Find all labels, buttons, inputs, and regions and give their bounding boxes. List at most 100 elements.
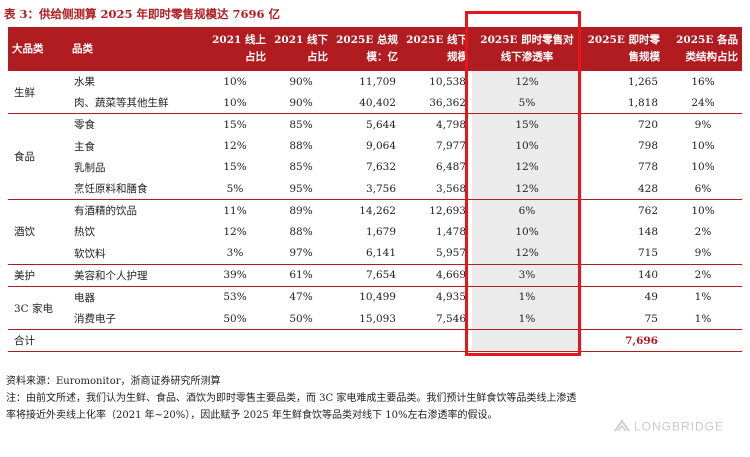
offline-cell: 89% bbox=[289, 204, 313, 217]
penetration-cell: 5% bbox=[472, 92, 582, 115]
offline-scale-cell: 4,798 bbox=[435, 118, 466, 131]
instant-cell: 49 bbox=[644, 291, 658, 304]
share-cell: 10% bbox=[691, 204, 715, 217]
empty-cell bbox=[472, 329, 582, 353]
product-cell: 水果 bbox=[74, 76, 95, 89]
penetration-cell: 12% bbox=[472, 156, 582, 178]
share-cell: 24% bbox=[664, 92, 742, 115]
total-instant-value: 7,696 bbox=[582, 329, 664, 353]
online-cell: 11% bbox=[223, 204, 247, 217]
product-cell: 消费电子 bbox=[68, 308, 200, 331]
watermark: LONGBRIDGE bbox=[614, 419, 724, 436]
note-line-1: 注：由前文所述，我们认为生鲜、食品、酒饮为即时零售主要品类，而 3C 家电难成主… bbox=[6, 393, 577, 404]
product-cell: 电器 bbox=[74, 291, 95, 304]
offline-cell: 85% bbox=[289, 161, 313, 174]
share-cell: 1% bbox=[694, 291, 712, 304]
offline-cell: 50% bbox=[270, 308, 332, 331]
table-row: 3C 家电 电器 53% 47% 10,499 4,935 1% 49 1% bbox=[8, 286, 742, 331]
offline-cell: 85% bbox=[289, 118, 313, 131]
total-cell: 7,654 bbox=[332, 264, 402, 287]
table-row: 烹饪原料和膳食 5% 95% 3,756 3,568 12% 428 6% bbox=[8, 177, 742, 201]
total-cell: 5,644 bbox=[365, 118, 396, 131]
share-cell: 6% bbox=[664, 177, 742, 201]
share-cell: 10% bbox=[691, 161, 715, 174]
offline-cell: 88% bbox=[289, 225, 313, 238]
table-row: 主食 12% 88% 9,064 7,977 10% 798 10% bbox=[8, 135, 742, 157]
penetration-cell: 1% bbox=[472, 286, 582, 309]
total-cell: 15,093 bbox=[332, 308, 402, 331]
header-product: 品类 bbox=[68, 27, 200, 71]
offline-cell: 61% bbox=[270, 264, 332, 287]
online-cell: 50% bbox=[200, 308, 270, 331]
table-row: 软饮料 3% 97% 6,141 5,957 12% 715 9% bbox=[8, 242, 742, 265]
instant-cell: 1,818 bbox=[582, 92, 664, 115]
instant-cell: 762 bbox=[637, 204, 658, 217]
online-cell: 3% bbox=[200, 242, 270, 265]
total-row: 合计 7,696 bbox=[8, 329, 742, 353]
share-cell: 1% bbox=[664, 308, 742, 331]
instant-cell: 798 bbox=[637, 140, 658, 153]
total-cell: 6,141 bbox=[332, 242, 402, 265]
offline-scale-cell: 3,568 bbox=[402, 177, 472, 201]
total-cell: 11,709 bbox=[359, 75, 396, 88]
online-cell: 53% bbox=[223, 291, 247, 304]
share-cell: 2% bbox=[694, 225, 712, 238]
penetration-cell: 3% bbox=[472, 264, 582, 287]
share-cell: 2% bbox=[664, 264, 742, 287]
offline-scale-cell: 5,957 bbox=[402, 242, 472, 265]
product-cell: 肉、蔬菜等其他生鲜 bbox=[68, 92, 200, 115]
empty-cell bbox=[200, 329, 270, 353]
instant-cell: 720 bbox=[637, 118, 658, 131]
share-cell: 9% bbox=[694, 118, 712, 131]
penetration-cell: 1% bbox=[472, 308, 582, 331]
penetration-cell: 10% bbox=[472, 135, 582, 157]
offline-cell: 90% bbox=[270, 92, 332, 115]
instant-cell: 75 bbox=[582, 308, 664, 331]
category-cell: 食品 bbox=[8, 113, 68, 201]
penetration-cell: 6% bbox=[472, 199, 582, 222]
offline-scale-cell: 4,935 bbox=[435, 291, 466, 304]
offline-scale-cell: 4,669 bbox=[402, 264, 472, 287]
offline-cell: 90% bbox=[289, 75, 313, 88]
header-online-share: 2021 线上占比 bbox=[200, 27, 270, 71]
category-cell: 酒饮 bbox=[8, 199, 68, 265]
instant-cell: 140 bbox=[582, 264, 664, 287]
total-cell: 10,499 bbox=[359, 291, 396, 304]
longbridge-logo-icon bbox=[614, 419, 630, 436]
penetration-cell: 15% bbox=[472, 113, 582, 136]
header-instant-scale: 2025E 即时零售规模 bbox=[582, 27, 664, 71]
instant-cell: 1,265 bbox=[627, 75, 658, 88]
product-cell: 热饮 bbox=[74, 226, 95, 239]
notes-block: 资料来源：Euromonitor，浙商证券研究所测算 注：由前文所述，我们认为生… bbox=[6, 373, 742, 424]
offline-scale-cell: 7,977 bbox=[435, 140, 466, 153]
product-cell: 零食 bbox=[74, 119, 95, 132]
offline-scale-cell: 36,362 bbox=[402, 92, 472, 115]
header-row: 大品类 品类 2021 线上占比 2021 线下占比 2025E 总规模：亿 2… bbox=[8, 27, 742, 71]
offline-scale-cell: 7,546 bbox=[402, 308, 472, 331]
product-cell: 软饮料 bbox=[68, 242, 200, 265]
instant-cell: 778 bbox=[637, 161, 658, 174]
penetration-cell: 12% bbox=[472, 177, 582, 201]
table-row: 美护 美容和个人护理 39% 61% 7,654 4,669 3% 140 2% bbox=[8, 264, 742, 287]
header-total-scale: 2025E 总规模：亿 bbox=[332, 27, 402, 71]
empty-cell bbox=[332, 329, 402, 353]
table-row: 肉、蔬菜等其他生鲜 10% 90% 40,402 36,362 5% 1,818… bbox=[8, 92, 742, 115]
header-structure-share: 2025E 各品类结构占比 bbox=[664, 27, 742, 71]
table-row: 乳制品 15% 85% 7,632 6,487 12% 778 10% bbox=[8, 156, 742, 178]
empty-cell bbox=[402, 329, 472, 353]
table-row: 消费电子 50% 50% 15,093 7,546 1% 75 1% bbox=[8, 308, 742, 331]
table-title: 表 3：供给侧测算 2025 年即时零售规模达 7696 亿 bbox=[4, 7, 281, 21]
offline-scale-cell: 6,487 bbox=[435, 161, 466, 174]
online-cell: 12% bbox=[223, 225, 247, 238]
category-cell: 3C 家电 bbox=[8, 286, 68, 331]
online-cell: 39% bbox=[200, 264, 270, 287]
watermark-text: LONGBRIDGE bbox=[634, 419, 725, 434]
header-penetration: 2025E 即时零售对线下渗透率 bbox=[472, 27, 582, 71]
header-offline-scale: 2025E 线下规模 bbox=[402, 27, 472, 71]
instant-cell: 428 bbox=[582, 177, 664, 201]
total-cell: 3,756 bbox=[332, 177, 402, 201]
source-line: 资料来源：Euromonitor，浙商证券研究所测算 bbox=[6, 376, 221, 387]
penetration-cell: 12% bbox=[472, 71, 582, 93]
product-cell: 有酒精的饮品 bbox=[74, 205, 137, 218]
online-cell: 15% bbox=[223, 118, 247, 131]
